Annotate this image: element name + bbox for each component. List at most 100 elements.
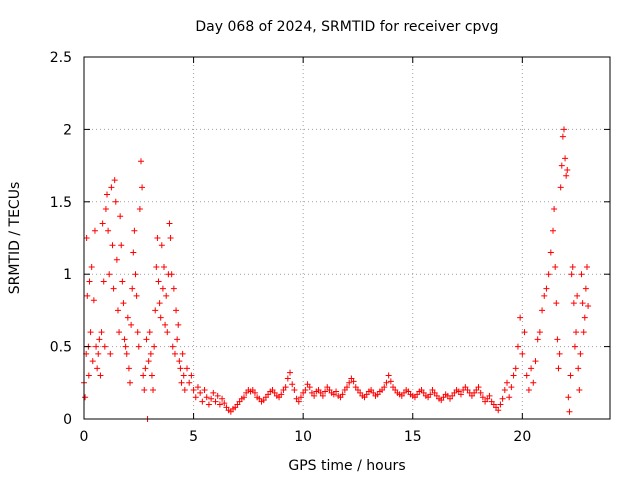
data-point bbox=[566, 408, 573, 415]
data-point bbox=[289, 381, 296, 388]
data-point bbox=[197, 389, 204, 396]
data-point bbox=[519, 350, 526, 357]
data-point bbox=[497, 401, 504, 408]
data-point bbox=[477, 389, 484, 396]
data-point bbox=[553, 300, 560, 307]
data-point bbox=[121, 336, 128, 343]
data-point bbox=[203, 394, 210, 401]
data-point bbox=[528, 365, 535, 372]
data-point bbox=[96, 336, 103, 343]
data-point bbox=[114, 307, 121, 314]
data-point bbox=[457, 391, 464, 398]
data-point bbox=[160, 263, 167, 270]
y-tick-label: 0.5 bbox=[50, 340, 72, 356]
data-point bbox=[168, 271, 175, 278]
data-point bbox=[306, 384, 313, 391]
data-point bbox=[322, 388, 329, 395]
data-point bbox=[186, 379, 193, 386]
data-point bbox=[514, 343, 521, 350]
data-point bbox=[214, 392, 221, 399]
data-point bbox=[344, 384, 350, 391]
data-point bbox=[194, 384, 201, 391]
data-point bbox=[219, 395, 226, 402]
data-point bbox=[177, 365, 184, 372]
data-point bbox=[129, 285, 136, 292]
data-point bbox=[297, 394, 304, 401]
data-point bbox=[95, 350, 102, 357]
data-point bbox=[284, 375, 291, 382]
data-point bbox=[119, 278, 126, 285]
data-point bbox=[208, 395, 215, 402]
y-tick-label: 0 bbox=[63, 412, 72, 428]
data-point bbox=[532, 358, 539, 365]
data-point bbox=[146, 329, 153, 336]
data-point bbox=[427, 391, 434, 398]
data-point bbox=[578, 271, 585, 278]
data-point bbox=[184, 365, 191, 372]
data-point bbox=[167, 235, 174, 241]
data-point bbox=[563, 172, 570, 179]
data-point bbox=[106, 271, 113, 278]
data-point bbox=[90, 297, 97, 304]
data-point bbox=[383, 379, 390, 386]
x-tick-label: 20 bbox=[513, 429, 531, 445]
data-point bbox=[109, 242, 116, 249]
x-tick-label: 15 bbox=[404, 429, 422, 445]
data-point bbox=[137, 158, 144, 165]
data-point bbox=[102, 206, 109, 213]
data-point bbox=[108, 184, 115, 191]
data-point bbox=[557, 184, 564, 191]
data-point bbox=[550, 227, 557, 234]
axis-ticks: 0 5 10 15 20 0 0.5 1 1.5 2 2.5 bbox=[50, 50, 610, 445]
grid-lines bbox=[84, 57, 610, 419]
data-point bbox=[169, 343, 176, 350]
data-point bbox=[311, 392, 318, 399]
data-point bbox=[517, 314, 524, 321]
data-point bbox=[506, 394, 513, 401]
data-point bbox=[570, 300, 577, 307]
data-point bbox=[158, 242, 165, 249]
data-point bbox=[143, 336, 150, 343]
data-point bbox=[547, 249, 554, 256]
data-point bbox=[104, 191, 111, 198]
data-point bbox=[385, 372, 392, 379]
data-point bbox=[585, 303, 592, 310]
data-point bbox=[560, 126, 567, 133]
data-point bbox=[82, 394, 89, 401]
data-point bbox=[125, 365, 132, 372]
x-axis-label: GPS time / hours bbox=[288, 458, 405, 474]
data-point bbox=[521, 329, 528, 336]
data-point bbox=[162, 321, 169, 328]
data-point bbox=[554, 336, 561, 343]
plot-frame bbox=[83, 56, 611, 420]
data-point bbox=[523, 372, 530, 379]
data-point bbox=[486, 392, 493, 399]
data-point bbox=[128, 321, 135, 328]
data-point bbox=[105, 227, 112, 234]
data-point bbox=[148, 372, 155, 379]
data-point bbox=[153, 263, 160, 270]
data-point bbox=[475, 384, 482, 391]
data-point bbox=[131, 227, 138, 234]
data-point bbox=[575, 365, 582, 372]
data-point bbox=[534, 336, 541, 343]
data-point bbox=[503, 379, 510, 386]
data-point bbox=[175, 321, 182, 328]
data-point bbox=[339, 391, 346, 398]
data-point bbox=[130, 249, 137, 256]
data-point bbox=[282, 384, 289, 391]
data-point bbox=[556, 350, 563, 357]
data-point bbox=[499, 395, 506, 402]
y-axis-label: SRMTID / TECUs bbox=[7, 182, 23, 295]
data-point bbox=[84, 292, 91, 299]
data-points bbox=[81, 126, 592, 422]
data-point bbox=[583, 263, 590, 270]
data-point bbox=[558, 162, 565, 169]
data-point bbox=[163, 292, 170, 299]
data-point bbox=[164, 329, 171, 336]
data-point bbox=[83, 235, 90, 241]
x-tick-label: 0 bbox=[80, 429, 89, 445]
data-point bbox=[580, 329, 587, 336]
data-point bbox=[132, 271, 139, 278]
